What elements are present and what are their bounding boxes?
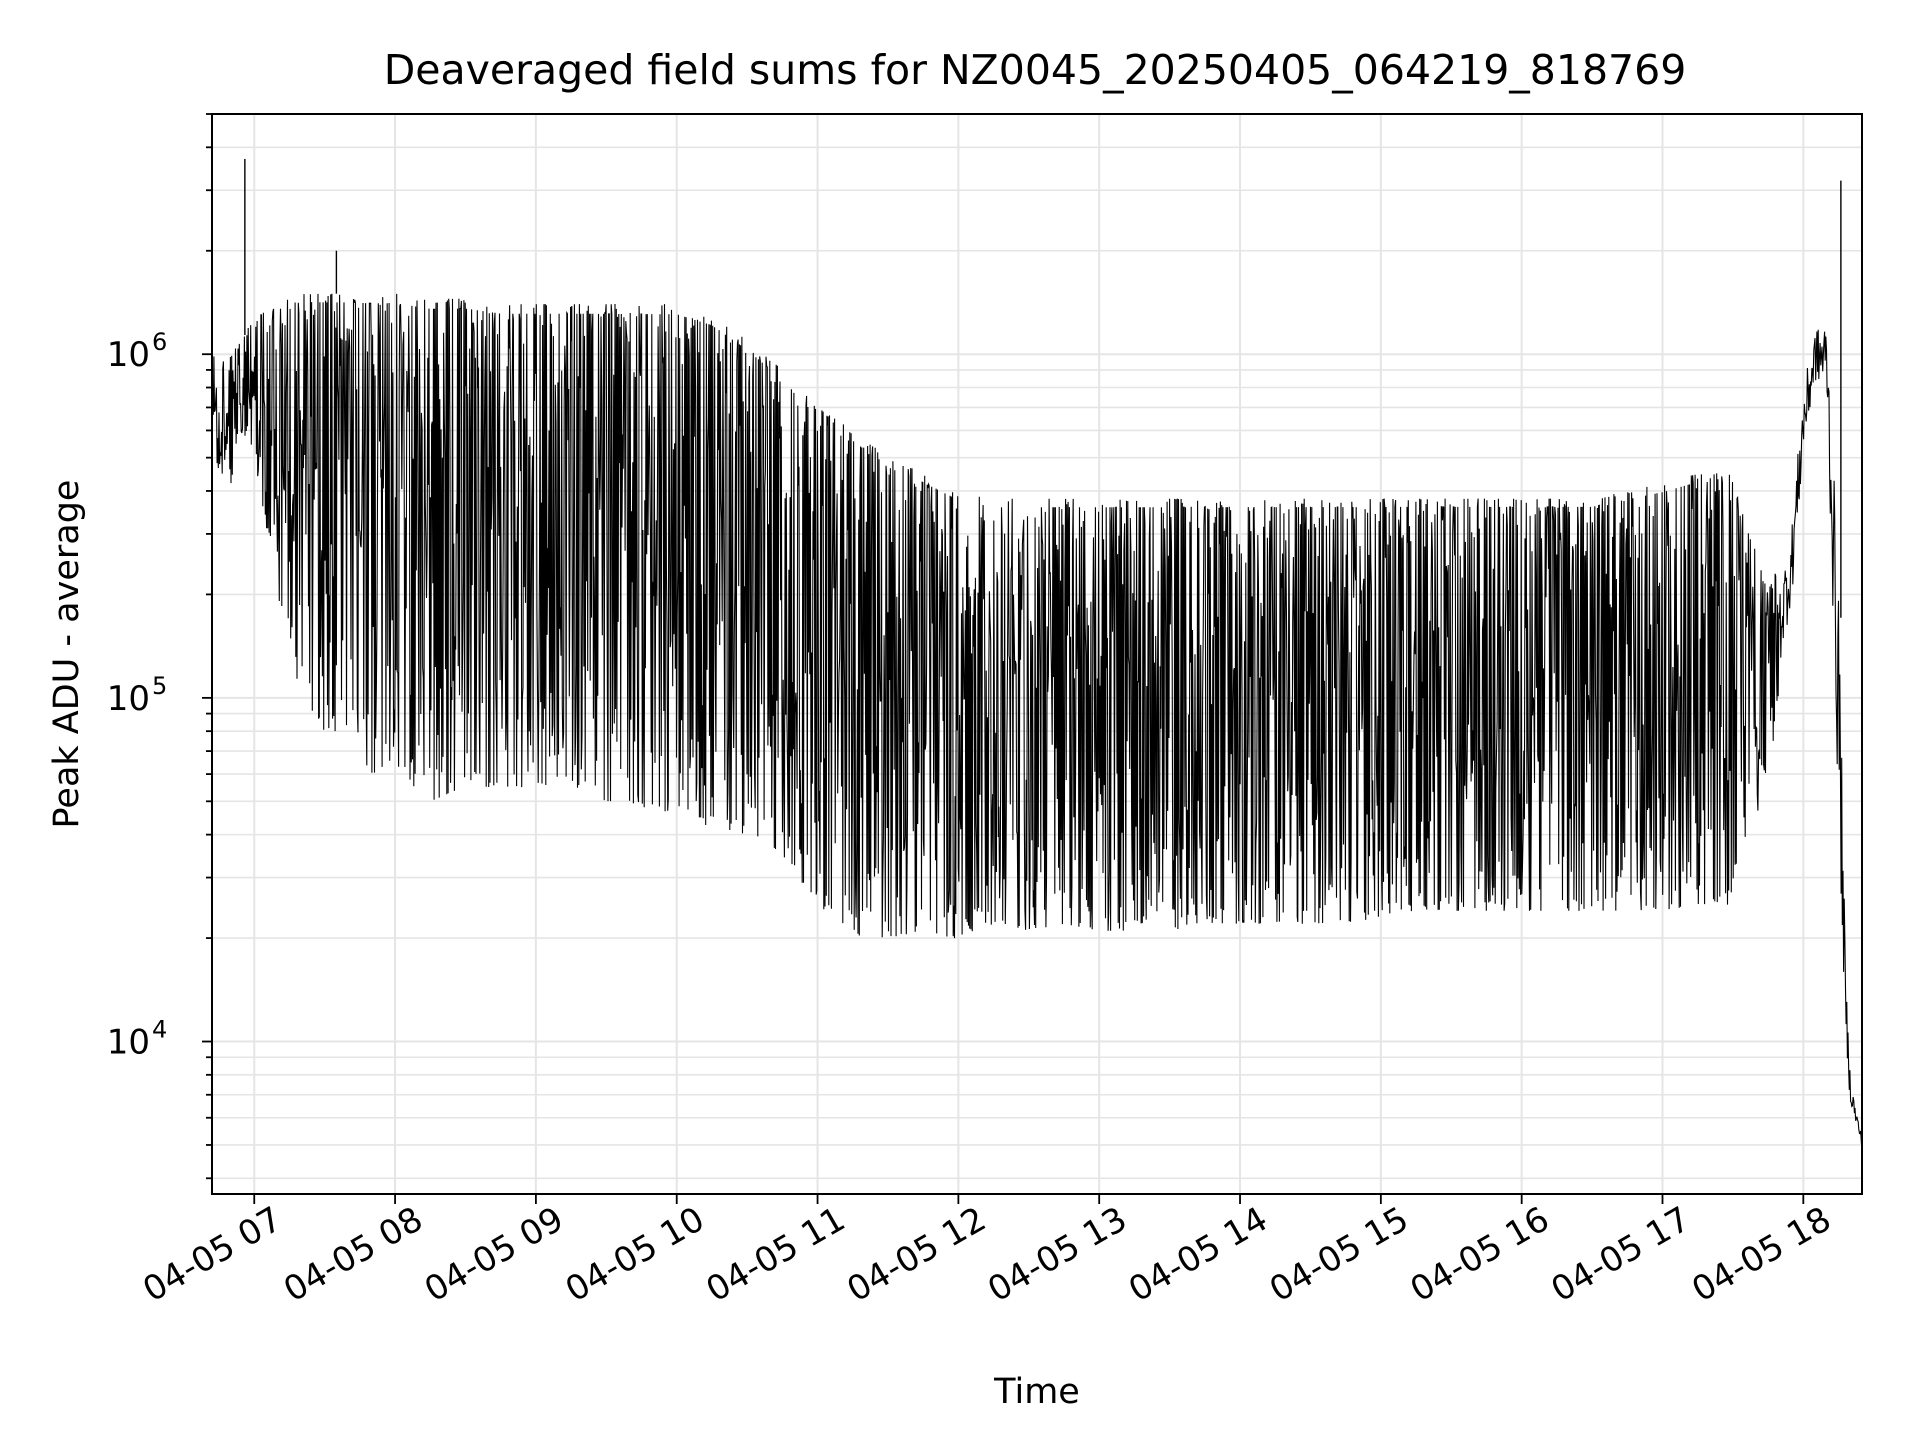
plot-area [211, 158, 1863, 1144]
plot-frame [211, 113, 1863, 1195]
y-tick-label: 10 [107, 1023, 150, 1063]
series-line [211, 293, 1863, 1144]
chart-title: Deaveraged field sums for NZ0045_2025040… [384, 46, 1687, 94]
x-axis-label: Time [993, 1372, 1080, 1412]
y-axis-label: Peak ADU - average [47, 480, 87, 829]
y-tick-exponent: 4 [152, 1016, 167, 1044]
y-tick-label: 10 [107, 679, 150, 719]
y-tick-label: 10 [107, 335, 150, 375]
y-tick-exponent: 5 [152, 672, 167, 700]
y-tick-exponent: 6 [152, 328, 167, 356]
